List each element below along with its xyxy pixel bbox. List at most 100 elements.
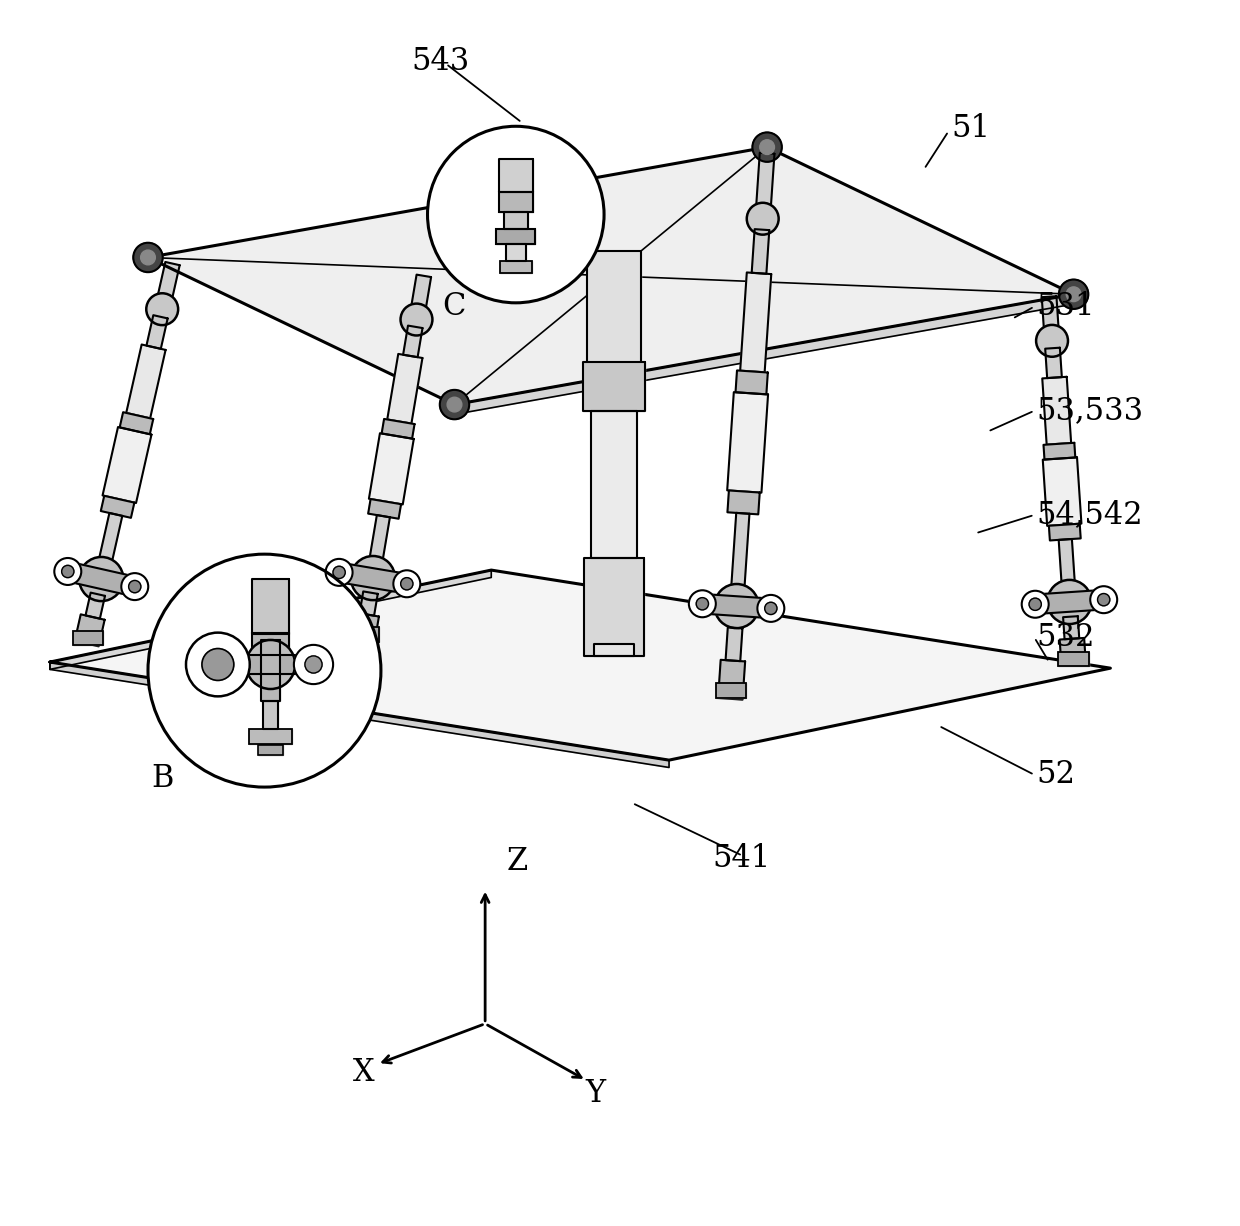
- Polygon shape: [382, 419, 414, 439]
- Polygon shape: [260, 640, 280, 701]
- Polygon shape: [351, 613, 379, 642]
- Polygon shape: [100, 495, 134, 517]
- Polygon shape: [403, 326, 423, 357]
- Polygon shape: [98, 512, 123, 569]
- Polygon shape: [148, 147, 1074, 405]
- Text: 53,533: 53,533: [1037, 395, 1145, 427]
- Circle shape: [1090, 586, 1117, 613]
- Circle shape: [428, 126, 604, 303]
- Bar: [500, 261, 532, 273]
- Bar: [252, 633, 289, 655]
- Polygon shape: [591, 411, 637, 558]
- Circle shape: [1066, 287, 1081, 302]
- Polygon shape: [410, 275, 432, 314]
- Circle shape: [122, 573, 149, 600]
- Circle shape: [440, 390, 469, 419]
- Bar: [252, 633, 289, 655]
- Text: B: B: [151, 763, 174, 794]
- Bar: [249, 729, 293, 744]
- Bar: [348, 628, 378, 642]
- Circle shape: [758, 595, 785, 622]
- Polygon shape: [727, 392, 768, 493]
- Circle shape: [760, 140, 775, 154]
- Circle shape: [202, 649, 234, 680]
- Polygon shape: [1043, 376, 1071, 445]
- Polygon shape: [1059, 539, 1075, 591]
- Bar: [1058, 652, 1089, 667]
- Circle shape: [393, 570, 420, 597]
- Circle shape: [448, 397, 461, 412]
- Bar: [249, 729, 293, 744]
- Polygon shape: [735, 370, 768, 395]
- Polygon shape: [1043, 457, 1081, 526]
- Circle shape: [326, 559, 352, 586]
- Polygon shape: [50, 570, 491, 669]
- Circle shape: [79, 557, 123, 601]
- Polygon shape: [86, 592, 105, 619]
- Bar: [496, 229, 536, 244]
- Polygon shape: [594, 644, 634, 656]
- Polygon shape: [63, 562, 139, 597]
- Circle shape: [246, 640, 295, 689]
- Circle shape: [146, 293, 179, 325]
- Circle shape: [351, 557, 396, 601]
- Circle shape: [714, 584, 759, 628]
- Polygon shape: [50, 570, 1110, 760]
- Polygon shape: [1063, 617, 1079, 639]
- Bar: [715, 683, 746, 698]
- Text: 543: 543: [412, 45, 470, 77]
- Polygon shape: [1045, 348, 1061, 378]
- Circle shape: [334, 566, 345, 579]
- Polygon shape: [728, 490, 760, 515]
- Polygon shape: [74, 614, 104, 646]
- Circle shape: [305, 656, 322, 673]
- Polygon shape: [126, 345, 166, 418]
- Polygon shape: [1060, 638, 1086, 666]
- Text: Z: Z: [506, 846, 528, 878]
- Text: C: C: [443, 291, 465, 322]
- Text: 532: 532: [1037, 622, 1095, 653]
- Polygon shape: [1044, 443, 1075, 460]
- Circle shape: [1059, 280, 1089, 309]
- Polygon shape: [387, 354, 423, 423]
- Bar: [715, 683, 746, 698]
- Polygon shape: [263, 701, 278, 729]
- Polygon shape: [740, 272, 771, 373]
- Circle shape: [294, 645, 334, 684]
- Circle shape: [55, 558, 82, 585]
- Bar: [258, 745, 283, 755]
- Bar: [496, 229, 536, 244]
- Polygon shape: [252, 579, 289, 634]
- Bar: [73, 630, 103, 645]
- Bar: [73, 630, 103, 645]
- Polygon shape: [1049, 524, 1081, 541]
- Text: 541: 541: [712, 842, 770, 874]
- Text: X: X: [353, 1057, 374, 1087]
- Polygon shape: [699, 593, 774, 618]
- Polygon shape: [360, 591, 378, 615]
- Bar: [500, 261, 532, 273]
- Polygon shape: [368, 499, 401, 519]
- Text: 531: 531: [1037, 291, 1095, 322]
- Circle shape: [401, 577, 413, 590]
- Polygon shape: [756, 153, 775, 208]
- Circle shape: [696, 597, 708, 609]
- Polygon shape: [368, 515, 389, 568]
- Bar: [348, 628, 378, 642]
- Polygon shape: [1032, 590, 1107, 614]
- Circle shape: [689, 590, 715, 617]
- Text: Y: Y: [585, 1079, 606, 1110]
- Bar: [498, 192, 533, 212]
- Circle shape: [1022, 591, 1049, 618]
- Polygon shape: [584, 558, 644, 656]
- Circle shape: [1029, 598, 1042, 611]
- Polygon shape: [146, 315, 167, 349]
- Circle shape: [1048, 580, 1091, 624]
- Circle shape: [1097, 593, 1110, 606]
- Polygon shape: [725, 628, 743, 661]
- Circle shape: [133, 243, 162, 272]
- Polygon shape: [583, 362, 645, 411]
- Circle shape: [148, 554, 381, 787]
- Text: 54,542: 54,542: [1037, 499, 1143, 531]
- Circle shape: [401, 304, 433, 336]
